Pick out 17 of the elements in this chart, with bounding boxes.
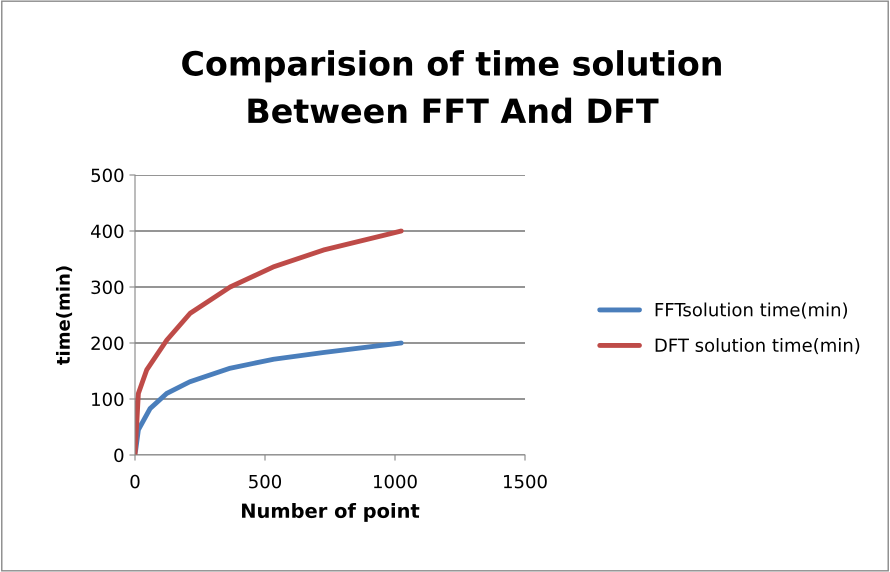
x-tick-label: 1000 [374,474,417,488]
line-series [135,228,404,455]
y-tick-label: 400 [91,224,124,238]
y-tick-label: 100 [92,392,124,406]
y-tick-label: 0 [114,448,124,462]
chart-title: Comparision of time solution Between FFT And DFT [182,50,721,124]
x-tick-label: 500 [249,474,282,488]
y-axis-title: time(min) [56,266,72,365]
y-tick-label: 200 [91,336,124,350]
y-tick-label: 500 [92,168,124,182]
legend-label: FFTsolution time(min) [656,302,848,319]
x-tick-label: 1500 [504,474,547,488]
x-tick-label: 0 [130,474,140,488]
line-series [135,340,404,455]
legend-label: DFT solution time(min) [656,338,860,354]
y-tick-label: 300 [91,280,124,294]
x-axis-title: Number of point [242,503,420,522]
